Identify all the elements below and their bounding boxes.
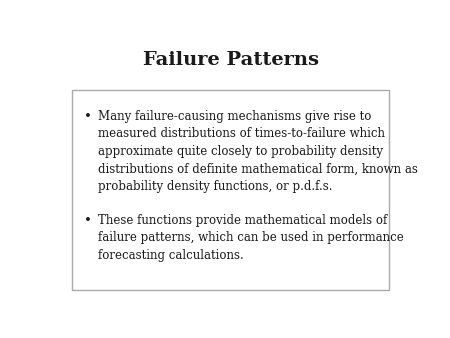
Text: approximate quite closely to probability density: approximate quite closely to probability… xyxy=(98,145,383,158)
Text: These functions provide mathematical models of: These functions provide mathematical mod… xyxy=(98,214,387,227)
Text: distributions of definite mathematical form, known as: distributions of definite mathematical f… xyxy=(98,163,418,176)
FancyBboxPatch shape xyxy=(72,90,389,290)
Text: •: • xyxy=(84,110,92,123)
Text: measured distributions of times-to-failure which: measured distributions of times-to-failu… xyxy=(98,127,385,140)
Text: Many failure-causing mechanisms give rise to: Many failure-causing mechanisms give ris… xyxy=(98,110,372,123)
Text: probability density functions, or p.d.f.s.: probability density functions, or p.d.f.… xyxy=(98,180,333,193)
Text: Failure Patterns: Failure Patterns xyxy=(143,51,319,69)
Text: forecasting calculations.: forecasting calculations. xyxy=(98,249,244,262)
Text: •: • xyxy=(84,214,92,227)
Text: failure patterns, which can be used in performance: failure patterns, which can be used in p… xyxy=(98,231,404,244)
